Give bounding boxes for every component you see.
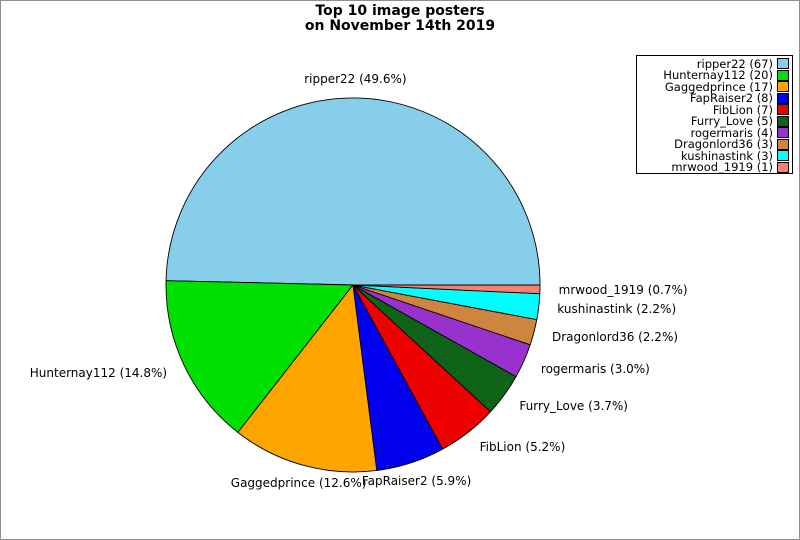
legend-label: Furry_Love (5) — [690, 114, 773, 129]
legend-label: Dragonlord36 (3) — [674, 137, 773, 152]
legend-label: FibLion (7) — [712, 102, 773, 117]
slice-label-FibLion: FibLion (5.2%) — [479, 440, 566, 455]
slice-label-mrwood_1919: mrwood_1919 (0.7%) — [558, 282, 688, 297]
legend-entry-rogermaris: rogermaris (4) — [639, 125, 789, 140]
legend-entry-Gaggedprince: Gaggedprince (17) — [639, 79, 789, 94]
legend-entry-mrwood_1919: mrwood_1919 (1) — [639, 160, 789, 175]
chart-title: Top 10 image posters on November 14th 20… — [1, 4, 799, 34]
legend-label: Gaggedprince (17) — [664, 79, 773, 94]
slice-label-FapRaiser2: FapRaiser2 (5.9%) — [361, 473, 472, 488]
pie-slice-Gaggedprince — [237, 284, 378, 473]
legend-swatch — [777, 69, 789, 81]
legend-label: rogermaris (4) — [690, 125, 773, 140]
legend-swatch — [777, 115, 789, 127]
legend-entry-FapRaiser2: FapRaiser2 (8) — [639, 91, 789, 106]
chart-title-line2: on November 14th 2019 — [304, 18, 496, 34]
legend-label: kushinastink (3) — [681, 148, 773, 163]
legend-entry-kushinastink: kushinastink (3) — [639, 148, 789, 163]
slice-label-Furry_Love: Furry_Love (3.7%) — [519, 398, 628, 413]
legend-swatch — [777, 138, 789, 150]
legend-label: ripper22 (67) — [696, 56, 773, 71]
legend-label: mrwood_1919 (1) — [671, 160, 773, 175]
legend-swatch — [777, 58, 789, 70]
legend-entry-Furry_Love: Furry_Love (5) — [639, 114, 789, 129]
legend-entry-FibLion: FibLion (7) — [639, 102, 789, 117]
pie-slice-ripper22 — [165, 97, 541, 286]
legend-box: ripper22 (67) Hunternay112 (20) Gaggedprin… — [636, 55, 793, 174]
slice-label-Gaggedprince: Gaggedprince (12.6%) — [230, 476, 367, 491]
slice-label-kushinastink: kushinastink (2.2%) — [557, 301, 677, 316]
slice-label-ripper22: ripper22 (49.6%) — [304, 72, 407, 87]
legend-entry-ripper22: ripper22 (67) — [639, 56, 789, 71]
legend-swatch — [777, 127, 789, 139]
legend-swatch — [777, 161, 789, 173]
legend-label: Hunternay112 (20) — [663, 68, 773, 83]
legend-swatch — [777, 81, 789, 93]
slice-label-rogermaris: rogermaris (3.0%) — [540, 361, 650, 376]
legend-label: FapRaiser2 (8) — [690, 91, 773, 106]
slice-label-Dragonlord36: Dragonlord36 (2.2%) — [551, 330, 679, 345]
chart-title-line1: Top 10 image posters — [315, 3, 485, 19]
legend-swatch — [777, 92, 789, 104]
legend-swatch — [777, 104, 789, 116]
pie-slice-mrwood_1919 — [352, 284, 541, 295]
legend-swatch — [777, 150, 789, 162]
legend-entry-Dragonlord36: Dragonlord36 (3) — [639, 137, 789, 152]
legend-entry-Hunternay112: Hunternay112 (20) — [639, 68, 789, 83]
slice-label-Hunternay112: Hunternay112 (14.8%) — [29, 366, 168, 381]
pie-slice-Hunternay112 — [165, 280, 354, 433]
